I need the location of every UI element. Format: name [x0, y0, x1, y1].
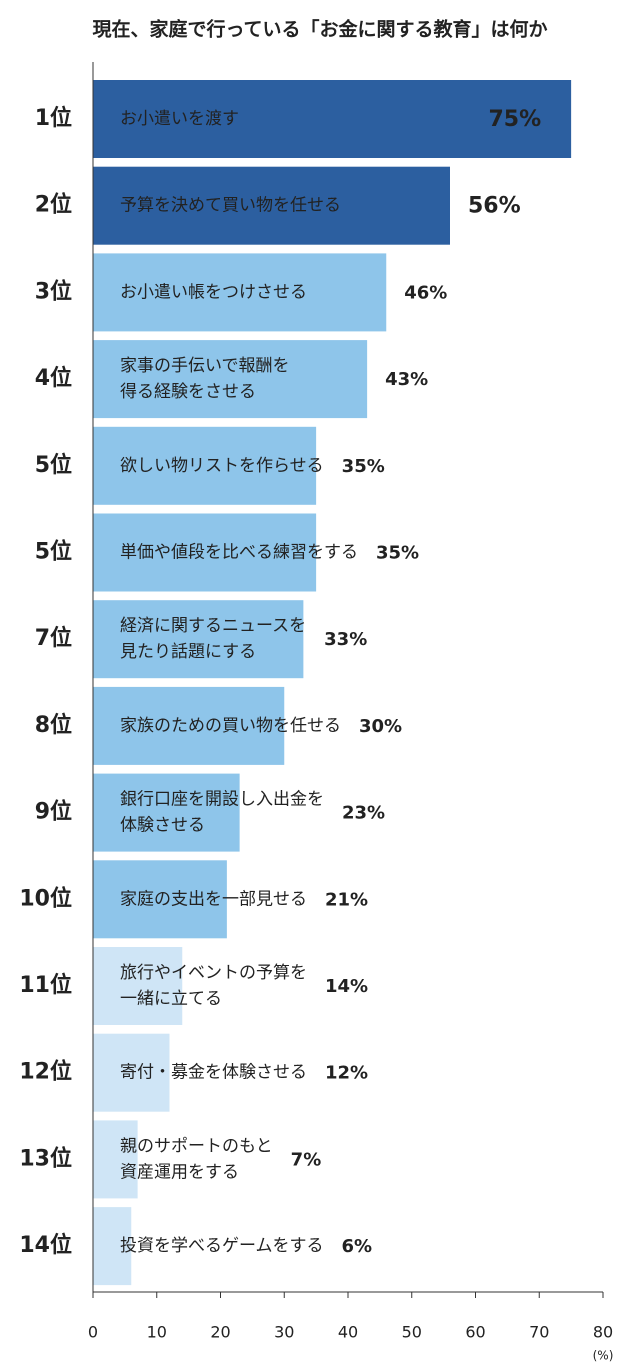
- bar: [93, 860, 227, 939]
- bar: [93, 686, 285, 765]
- bar-label: お小遣い帳をつけさせる: [120, 282, 307, 302]
- value-label: 35%: [342, 456, 385, 477]
- bar: [93, 253, 387, 332]
- bar-label: 旅行やイベントの予算を: [120, 963, 307, 983]
- bar: [93, 1033, 170, 1112]
- chart-title: 現在、家庭で行っている「お金に関する教育」は何か: [92, 18, 547, 41]
- bar-label: 投資を学べるゲームをする: [120, 1236, 324, 1256]
- bar: [93, 600, 304, 679]
- value-label: 6%: [342, 1236, 373, 1257]
- bar-label: 経済に関するニュースを: [120, 616, 306, 636]
- bar-label: 体験させる: [120, 816, 205, 836]
- bar: [93, 426, 317, 505]
- rank-label: 4位: [35, 365, 72, 391]
- bar-label: 一緒に立てる: [120, 989, 222, 1009]
- bar-label: 銀行口座を開設し入出金を: [120, 790, 324, 810]
- x-tick-label: 20: [210, 1323, 230, 1342]
- x-tick-label: 50: [402, 1323, 422, 1342]
- rank-label: 8位: [35, 712, 72, 738]
- value-label: 35%: [376, 543, 419, 564]
- bar-label: 寄付・募金を体験させる: [120, 1063, 307, 1083]
- bar-label: 家事の手伝いで報酬を: [120, 356, 290, 376]
- bar: [93, 1120, 138, 1199]
- bar-label: お小遣いを渡す: [120, 109, 239, 129]
- bar-label: 単価や値段を比べる練習をする: [120, 543, 358, 563]
- x-tick-label: 80: [593, 1323, 613, 1342]
- value-label: 43%: [385, 369, 428, 390]
- rank-label: 7位: [35, 625, 72, 651]
- x-tick-label: 40: [338, 1323, 358, 1342]
- bar-label: 予算を決めて買い物を任せる: [120, 196, 341, 216]
- value-label: 75%: [488, 107, 541, 132]
- rank-label: 5位: [35, 452, 72, 478]
- value-label: 7%: [291, 1149, 322, 1170]
- x-tick-label: 0: [88, 1323, 98, 1342]
- bar: [93, 513, 317, 592]
- value-label: 21%: [325, 889, 368, 910]
- rank-label: 13位: [19, 1145, 72, 1171]
- bar-label: 家族のための買い物を任せる: [120, 716, 341, 736]
- bar-label: 見たり話題にする: [120, 642, 256, 662]
- bar-label: 親のサポートのもと: [120, 1136, 273, 1156]
- rank-label: 14位: [19, 1232, 72, 1258]
- bar: [93, 80, 572, 158]
- x-tick-label: 10: [147, 1323, 167, 1342]
- bar-label: 欲しい物リストを作らせる: [120, 456, 324, 476]
- value-label: 23%: [342, 803, 385, 824]
- bar: [93, 340, 368, 419]
- x-tick-label: 30: [274, 1323, 294, 1342]
- rank-label: 2位: [35, 192, 72, 218]
- rank-label: 1位: [35, 105, 72, 131]
- bar: [93, 773, 240, 852]
- bar: [93, 947, 183, 1025]
- bar: [93, 1207, 132, 1286]
- bar-label: 家庭の支出を一部見せる: [120, 889, 307, 909]
- rank-label: 10位: [19, 885, 72, 911]
- bar-label: 資産運用をする: [120, 1162, 239, 1182]
- value-label: 30%: [359, 716, 402, 737]
- rank-label: 5位: [35, 539, 72, 565]
- rank-label: 3位: [35, 278, 72, 304]
- value-label: 56%: [468, 194, 521, 219]
- rank-label: 9位: [35, 799, 72, 825]
- rank-label: 11位: [19, 972, 72, 998]
- value-label: 12%: [325, 1063, 368, 1084]
- value-label: 46%: [404, 282, 447, 303]
- x-tick-label: 60: [465, 1323, 485, 1342]
- value-label: 33%: [324, 629, 367, 650]
- value-label: 14%: [325, 976, 368, 997]
- bar: [93, 166, 450, 245]
- bar-label: 得る経験をさせる: [120, 382, 256, 402]
- rank-label: 12位: [19, 1059, 72, 1085]
- x-unit: (%): [593, 1349, 614, 1363]
- x-tick-label: 70: [529, 1323, 549, 1342]
